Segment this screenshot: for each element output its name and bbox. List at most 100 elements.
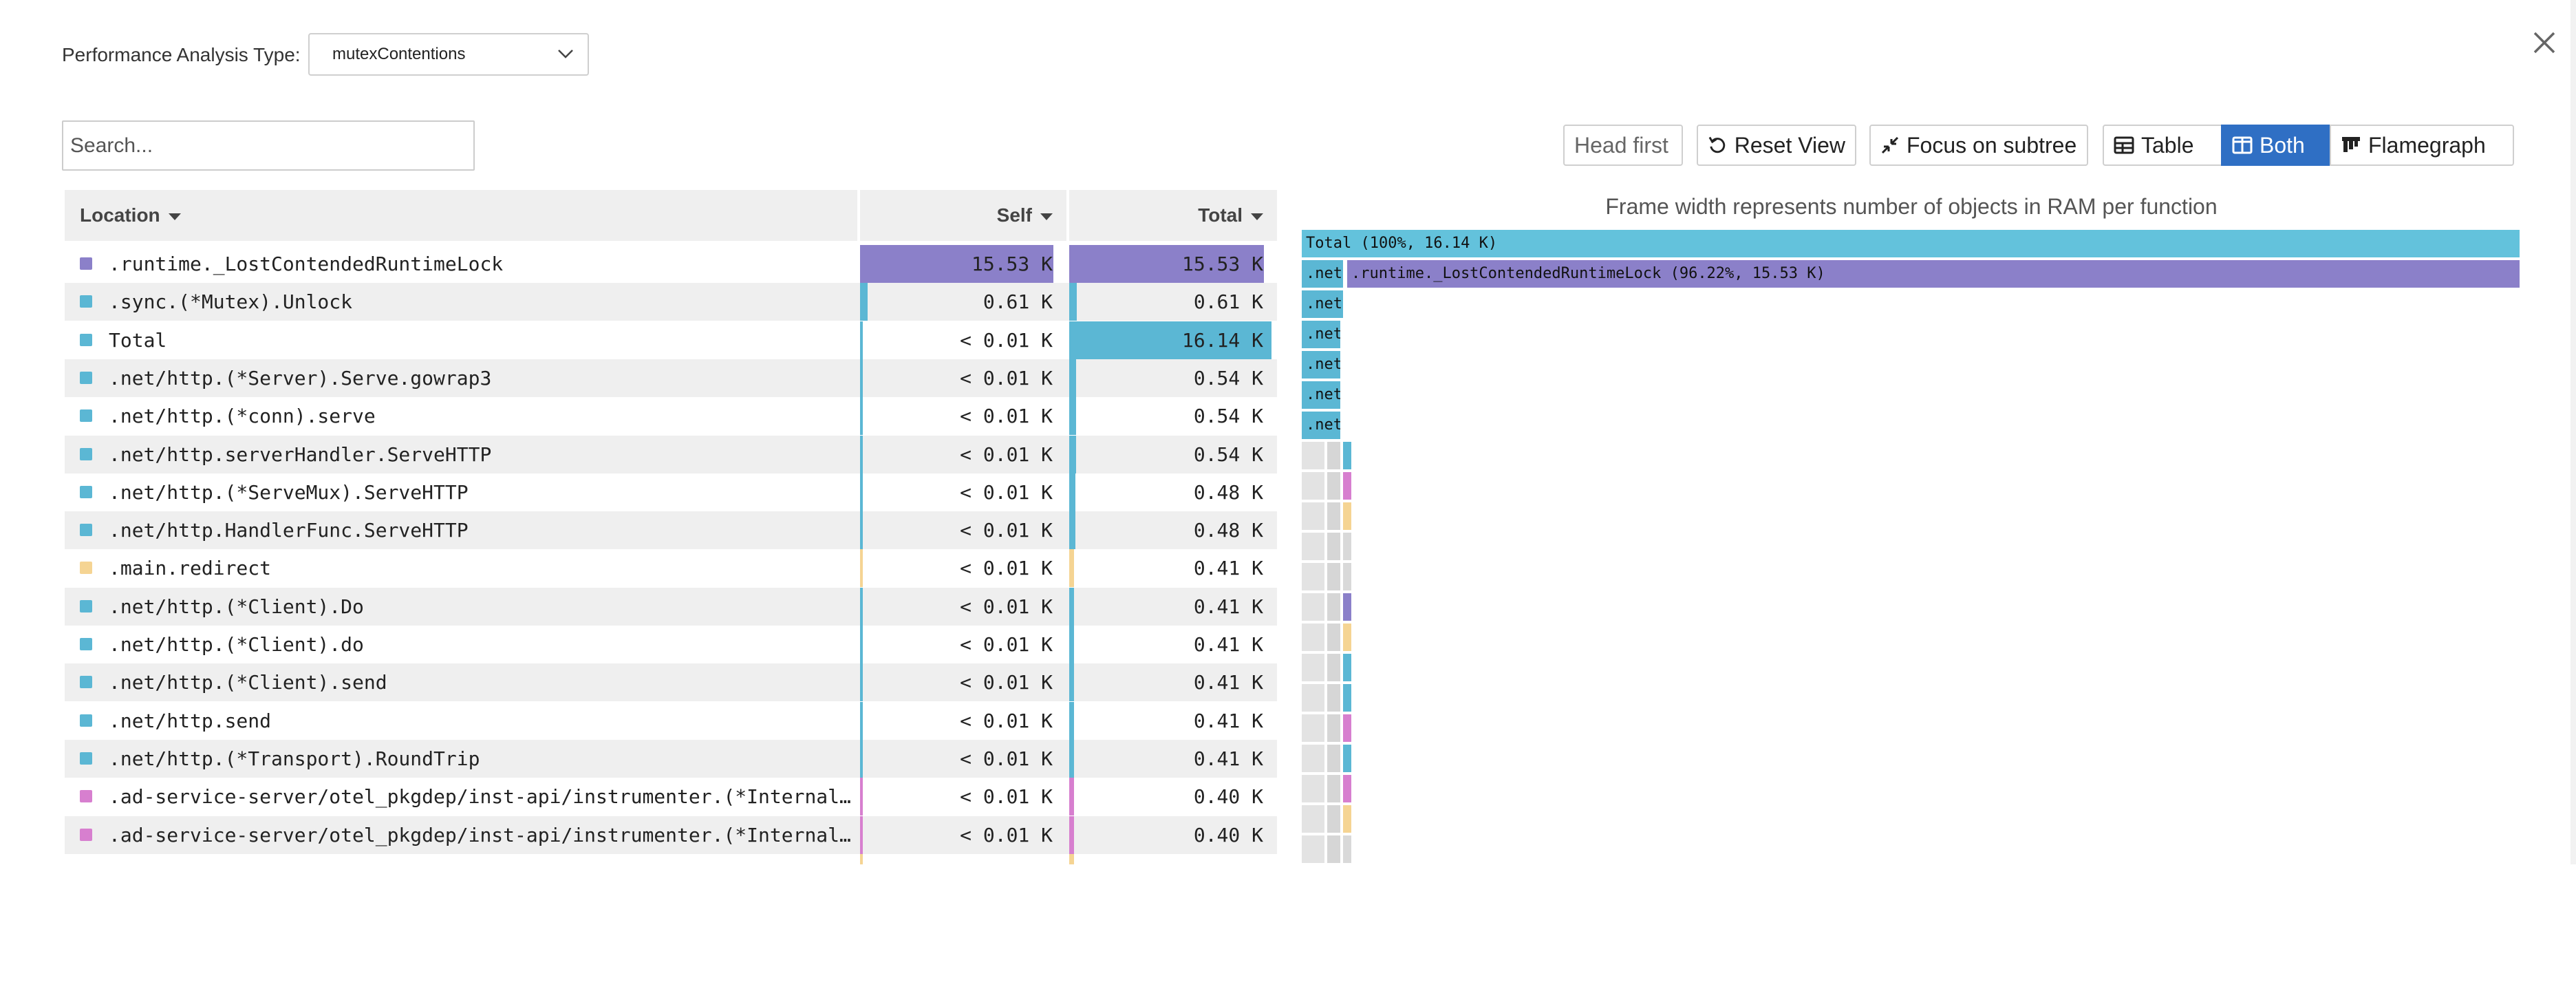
flame-frame-sliver[interactable] (1343, 684, 1353, 712)
table-row[interactable]: .main.redirect < 0.01 K 0.41 K (65, 549, 1277, 588)
scrollbar[interactable] (2570, 0, 2576, 864)
row-self-bar (860, 587, 863, 626)
flame-frame[interactable]: .net (1302, 321, 1342, 348)
focus-subtree-button[interactable]: Focus on subtree (1869, 125, 2088, 166)
flame-frame-sliver[interactable] (1343, 502, 1353, 530)
row-total-bar (1069, 626, 1074, 663)
flame-frame-sliver[interactable] (1343, 775, 1353, 802)
flame-frame-sliver[interactable] (1327, 714, 1342, 742)
table-row[interactable]: .net/http.serverHandler.ServeHTTP < 0.01 … (65, 435, 1277, 473)
flame-frame-sliver[interactable] (1343, 624, 1353, 651)
table-row[interactable]: .net/http.(*Client).Do < 0.01 K 0.41 K (65, 587, 1277, 626)
flame-frame-sliver[interactable] (1327, 442, 1342, 469)
table-row[interactable]: .net/http.(*Client).send < 0.01 K 0.41 K (65, 663, 1277, 702)
flamegraph-view-button[interactable]: Flamegraph (2330, 125, 2514, 166)
flame-frame-sliver[interactable] (1343, 805, 1353, 833)
row-total-cell: 0.54 K (1069, 397, 1277, 436)
flame-frame-sliver[interactable] (1302, 593, 1326, 621)
flame-frame-sliver[interactable] (1302, 835, 1326, 863)
flame-frame[interactable]: .net (1302, 290, 1344, 318)
flame-frame-sliver[interactable] (1302, 472, 1326, 500)
flame-frame-sliver[interactable] (1327, 835, 1342, 863)
flame-frame-sliver[interactable] (1327, 624, 1342, 651)
search-input[interactable] (62, 120, 475, 171)
row-total-value: 0.40 K (1193, 823, 1263, 846)
color-swatch (80, 295, 92, 308)
table-row[interactable]: .net/http.(*conn).serve < 0.01 K 0.54 K (65, 397, 1277, 436)
row-location: .net/http.(*Transport).RoundTrip (109, 747, 480, 770)
head-first-label: Head first (1574, 132, 1668, 158)
both-view-button[interactable]: Both (2221, 125, 2331, 166)
table-row[interactable]: .runtime._LostContendedRuntimeLock 15.53 … (65, 245, 1277, 283)
flame-frame[interactable]: .net (1302, 412, 1342, 439)
flame-frame-sliver[interactable] (1302, 745, 1326, 772)
head-first-button[interactable]: Head first (1563, 125, 1683, 166)
flame-frame[interactable]: .net (1302, 351, 1342, 379)
table-row[interactable]: .ad-service-server/otel_pkgdep/inst-api/… (65, 816, 1277, 854)
row-total-value: 0.48 K (1193, 519, 1263, 542)
row-location: .net/http.(*Client).Do (109, 595, 364, 618)
flame-frame-sliver[interactable] (1327, 502, 1342, 530)
row-self-value: < 0.01 K (960, 823, 1053, 846)
analysis-type-label: Performance Analysis Type: (62, 44, 301, 65)
row-self-value: < 0.01 K (960, 480, 1053, 504)
flame-frame-sliver[interactable] (1327, 745, 1342, 772)
flame-frame-sliver[interactable] (1302, 775, 1326, 802)
flame-frame-sliver[interactable] (1343, 714, 1353, 742)
flame-frame-sliver[interactable] (1302, 624, 1326, 651)
flame-frame-sliver[interactable] (1343, 442, 1353, 469)
flame-frame-sliver[interactable] (1343, 593, 1353, 621)
flame-frame-sliver[interactable] (1327, 684, 1342, 712)
flame-frame-sliver[interactable] (1327, 533, 1342, 560)
table-row[interactable]: .net/http.(*Client).do < 0.01 K 0.41 K (65, 626, 1277, 663)
flame-frame-sliver[interactable] (1343, 745, 1353, 772)
flame-frame-sliver[interactable] (1302, 533, 1326, 560)
close-icon[interactable] (2529, 28, 2559, 58)
table-view-button[interactable]: Table (2103, 125, 2222, 166)
table-row[interactable]: .sync.(*Mutex).Unlock 0.61 K 0.61 K (65, 283, 1277, 321)
flame-frame-sliver[interactable] (1327, 775, 1342, 802)
table-row[interactable]: .net/http.send < 0.01 K 0.41 K (65, 701, 1277, 740)
row-total-cell: 0.41 K (1069, 587, 1277, 626)
flame-frame[interactable]: .net (1302, 260, 1344, 288)
table-row[interactable]: .net/http.(*Transport).RoundTrip < 0.01 K… (65, 739, 1277, 778)
flame-frame-sliver[interactable] (1343, 835, 1353, 863)
flame-frame-sliver[interactable] (1327, 805, 1342, 833)
color-swatch (80, 562, 92, 575)
flame-frame[interactable]: Total (100%, 16.14 K) (1302, 230, 2521, 257)
flame-frame-sliver[interactable] (1302, 805, 1326, 833)
table-row[interactable]: .ad-service-server/otel_pkgdep/inst-api/… (65, 853, 1277, 864)
color-swatch (80, 638, 92, 650)
flame-frame-sliver[interactable] (1343, 563, 1353, 590)
table-row[interactable]: Total < 0.01 K 16.14 K (65, 321, 1277, 359)
flame-frame-sliver[interactable] (1302, 563, 1326, 590)
flame-frame-sliver[interactable] (1327, 472, 1342, 500)
row-self-bar (860, 321, 863, 359)
flame-frame-sliver[interactable] (1302, 502, 1326, 530)
column-header-location[interactable]: Location (65, 190, 857, 241)
flame-frame-sliver[interactable] (1327, 593, 1342, 621)
flame-frame-sliver[interactable] (1343, 472, 1353, 500)
flame-frame-sliver[interactable] (1302, 654, 1326, 681)
flame-frame-sliver[interactable] (1302, 714, 1326, 742)
flame-frame-sliver[interactable] (1327, 654, 1342, 681)
table-row[interactable]: .net/http.(*ServeMux).ServeHTTP < 0.01 K 0… (65, 473, 1277, 511)
table-row[interactable]: .ad-service-server/otel_pkgdep/inst-api/… (65, 778, 1277, 816)
table-row[interactable]: .net/http.(*Server).Serve.gowrap3 < 0.01 … (65, 359, 1277, 397)
flame-frame-sliver[interactable] (1343, 533, 1353, 560)
reset-view-button[interactable]: Reset View (1697, 125, 1856, 166)
row-total-value: 0.41 K (1193, 671, 1263, 694)
flame-frame-sliver[interactable] (1343, 654, 1353, 681)
flame-frame[interactable]: .net (1302, 381, 1342, 409)
column-header-total[interactable]: Total (1069, 190, 1277, 241)
table-row[interactable]: .net/http.HandlerFunc.ServeHTTP < 0.01 K 0… (65, 511, 1277, 550)
column-header-self[interactable]: Self (860, 190, 1066, 241)
row-self-value: < 0.01 K (960, 519, 1053, 542)
flame-frame-sliver[interactable] (1302, 684, 1326, 712)
flame-frame-sliver[interactable] (1327, 563, 1342, 590)
analysis-type-select[interactable]: mutexContentions (308, 33, 589, 76)
row-total-cell: 0.41 K (1069, 549, 1277, 588)
flame-frame-sliver[interactable] (1302, 442, 1326, 469)
row-self-cell: < 0.01 K (860, 549, 1066, 588)
flame-frame[interactable]: .runtime._LostContendedRuntimeLock (96.2… (1347, 260, 2521, 288)
